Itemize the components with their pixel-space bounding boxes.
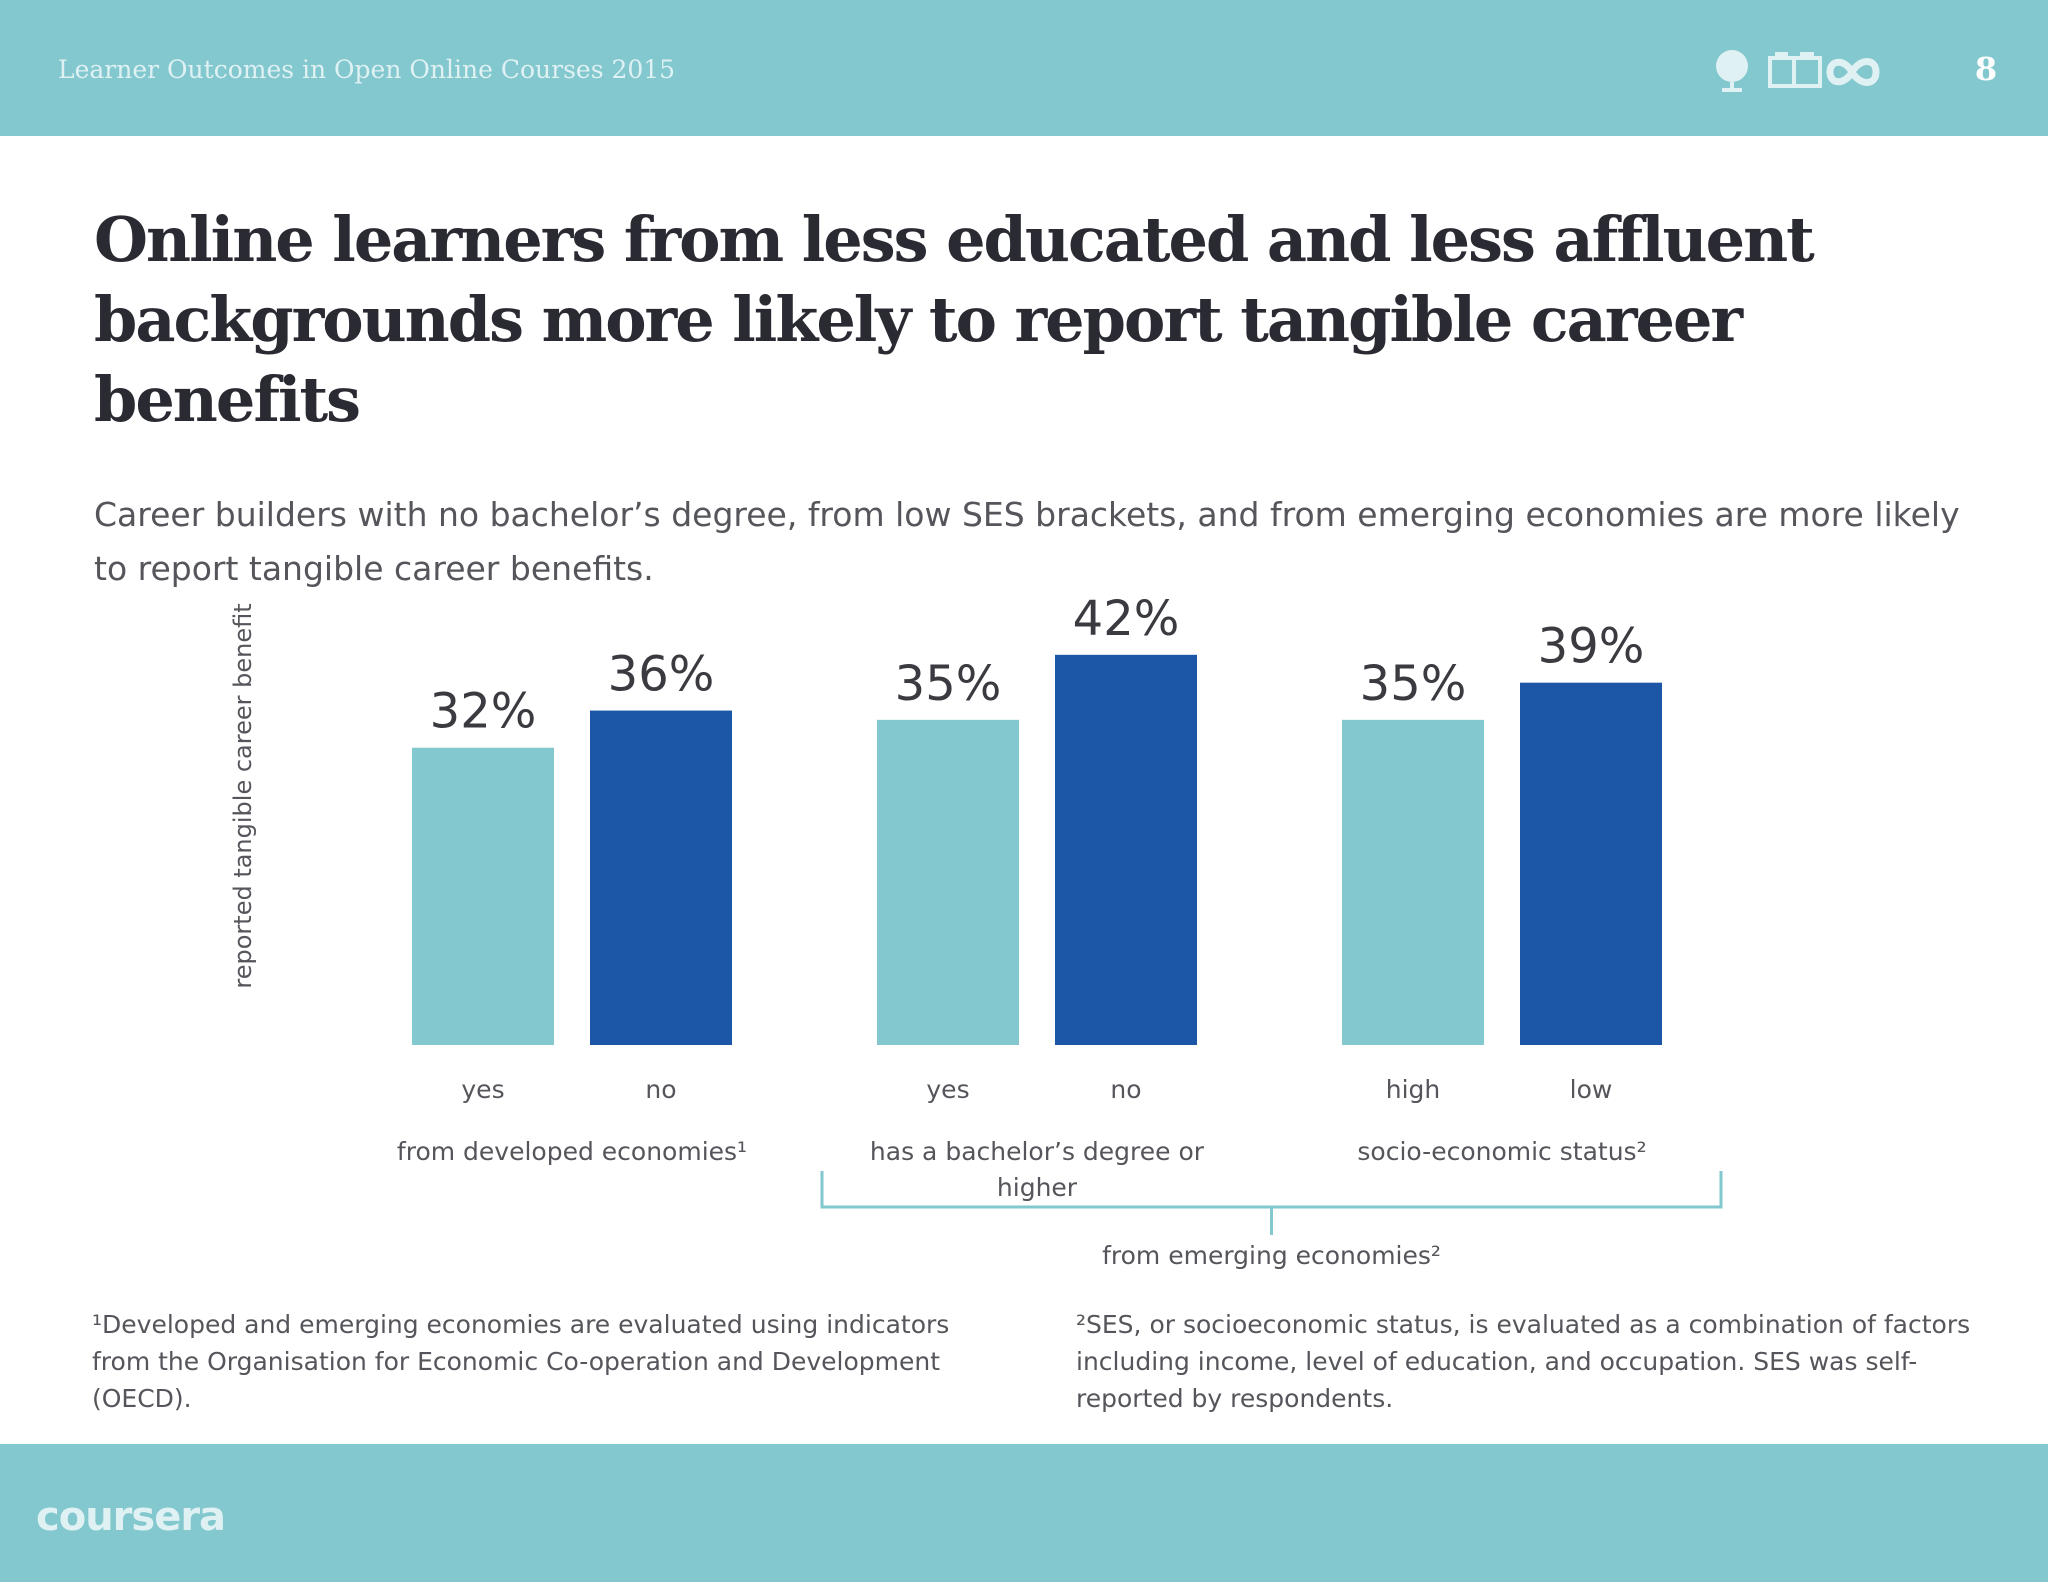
data-label: 35% — [1360, 656, 1467, 712]
coursera-logo: coursera — [36, 1494, 226, 1538]
bar-chart: reported tangible career benefit 32% yes 3… — [229, 591, 1723, 1270]
header-icons — [1716, 50, 1880, 92]
data-label: 35% — [895, 656, 1002, 712]
infinity-icon — [1826, 58, 1880, 86]
bracket-label: from emerging economies² — [1102, 1241, 1441, 1270]
bar-3-high — [1342, 719, 1484, 1045]
footnote-developed-economies: ¹Developed and emerging economies are ev… — [92, 1310, 950, 1413]
globe-icon — [1716, 50, 1748, 92]
group-label: has a bachelor’s degree or — [870, 1137, 1205, 1166]
bar-3-low — [1520, 682, 1662, 1045]
x-tick-label: low — [1570, 1075, 1613, 1104]
page-subtitle: Career builders with no bachelor’s degre… — [94, 495, 1960, 588]
page-number: 8 — [1974, 50, 1998, 88]
bar-1-yes — [412, 747, 554, 1045]
header-bar — [0, 0, 2048, 136]
group-label: socio-economic status² — [1357, 1137, 1646, 1166]
emerging-economies-bracket — [820, 1171, 1723, 1235]
y-axis-label: reported tangible career benefit — [229, 603, 257, 988]
open-book-icon — [1768, 52, 1822, 88]
x-tick-label: high — [1386, 1075, 1441, 1104]
footer-bar — [0, 1444, 2048, 1582]
x-tick-label: no — [1110, 1075, 1141, 1104]
document-title: Learner Outcomes in Open Online Courses … — [58, 55, 676, 84]
data-label: 39% — [1538, 619, 1645, 675]
x-tick-label: no — [645, 1075, 676, 1104]
bar-1-no — [590, 710, 732, 1045]
data-label: 42% — [1073, 591, 1180, 647]
footnote-ses: ²SES, or socioeconomic status, is evalua… — [1076, 1310, 1971, 1413]
bar-2-yes — [877, 719, 1019, 1045]
svg-text:coursera: coursera — [36, 1494, 225, 1538]
data-label: 36% — [608, 647, 715, 703]
group-label: from developed economies¹ — [397, 1137, 747, 1166]
x-tick-label: yes — [926, 1075, 969, 1104]
group-label: higher — [997, 1173, 1078, 1202]
bar-2-no — [1055, 654, 1197, 1045]
data-label: 32% — [430, 684, 537, 740]
page-title: Online learners from less educated and l… — [94, 203, 1815, 436]
x-tick-label: yes — [461, 1075, 504, 1104]
